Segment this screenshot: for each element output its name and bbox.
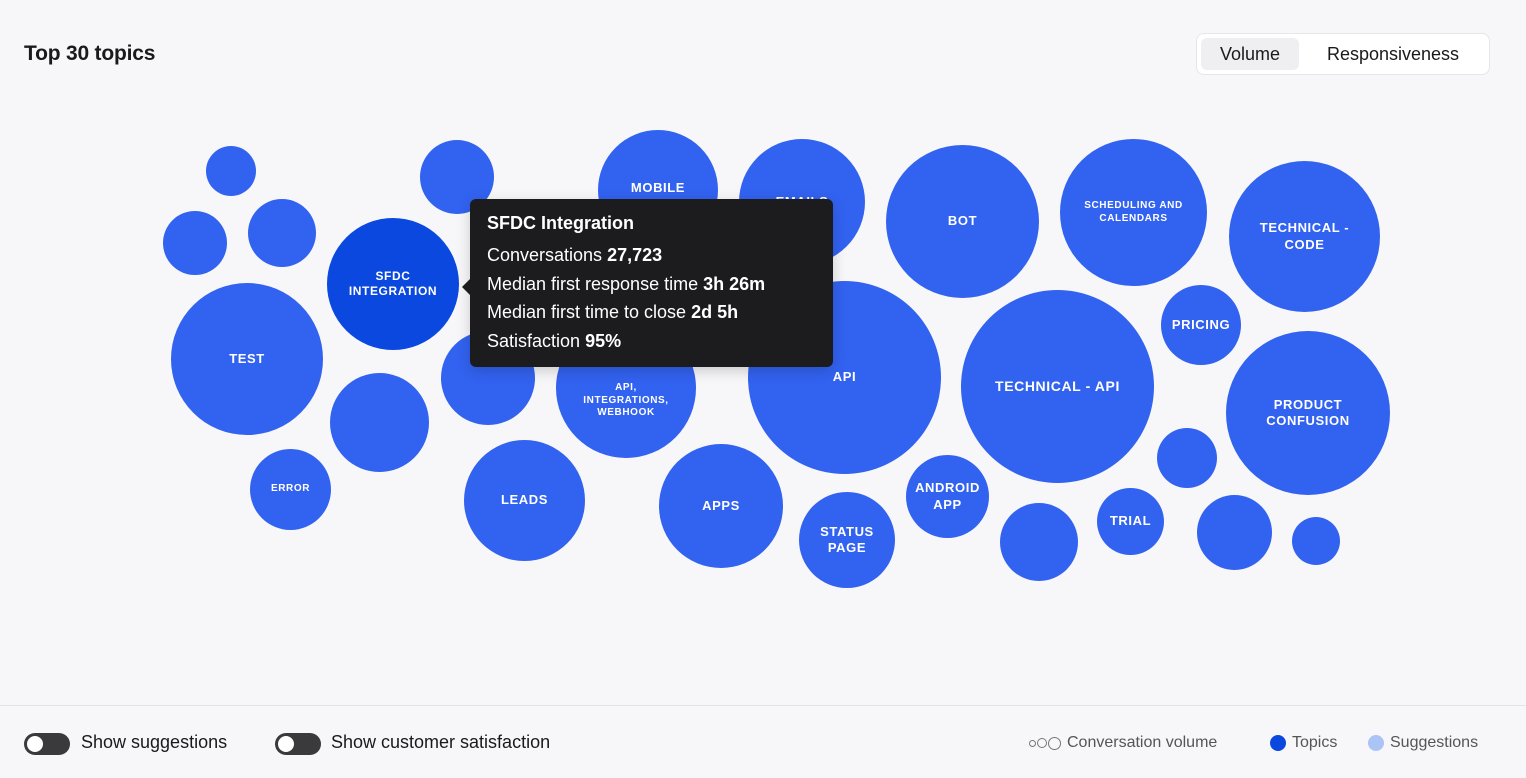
tooltip-conversations: Conversations 27,723 (487, 241, 816, 270)
tooltip-satisfaction-value: 95% (585, 330, 622, 351)
legend-suggestions-label: Suggestions (1390, 734, 1479, 751)
toggle-knob (27, 736, 43, 752)
bubble-unlabeled-1[interactable] (206, 146, 256, 196)
topics-dot-icon (1270, 735, 1286, 751)
topic-tooltip: SFDC Integration Conversations 27,723 Me… (462, 199, 833, 367)
tooltip-first-response-label: Median first response time (487, 273, 699, 294)
legend-volume: Conversation volume (1029, 734, 1217, 752)
bubble-bot[interactable]: Bot (886, 145, 1039, 298)
bubble-unlabeled-5[interactable] (330, 373, 429, 472)
toggle-knob (278, 736, 294, 752)
bubble-scheduling-calendars[interactable]: Scheduling and Calendars (1060, 139, 1207, 286)
topic-bubble-chart: SFDC Integration Test Error Leads Mobile… (163, 130, 1390, 588)
bubble-test[interactable]: Test (171, 283, 323, 435)
bubble-unlabeled-2[interactable] (163, 211, 227, 275)
view-toggle: Volume Responsiveness (1196, 33, 1490, 75)
show-suggestions-label: Show suggestions (81, 732, 228, 752)
tooltip-first-response: Median first response time 3h 26m (487, 270, 816, 299)
tooltip-conversations-label: Conversations (487, 245, 603, 265)
tooltip-first-response-value: 3h 26m (703, 273, 766, 294)
footer-divider (0, 705, 1526, 706)
tab-volume[interactable]: Volume (1201, 38, 1299, 70)
bubble-unlabeled-7[interactable] (1000, 503, 1078, 581)
tooltip-satisfaction-label: Satisfaction (487, 330, 581, 351)
bubble-unlabeled-3[interactable] (248, 199, 316, 267)
bubble-unlabeled-8[interactable] (1157, 428, 1217, 488)
bubble-product-confusion[interactable]: Product Confusion (1226, 331, 1390, 495)
bubble-trial[interactable]: Trial (1097, 488, 1164, 555)
tooltip-time-to-close-label: Median first time to close (487, 302, 687, 322)
suggestions-dot-icon (1368, 735, 1384, 751)
show-satisfaction-label: Show customer satisfaction (331, 732, 551, 752)
tooltip-title: SFDC Integration (487, 213, 634, 233)
legend-topics-label: Topics (1292, 734, 1338, 751)
bubble-status-page[interactable]: Status Page (799, 492, 895, 588)
bubble-unlabeled-10[interactable] (1292, 517, 1340, 565)
bubble-android-app[interactable]: Android App (906, 455, 989, 538)
bubble-pricing[interactable]: Pricing (1161, 285, 1241, 365)
bubble-technical-api[interactable]: Technical - API (961, 290, 1154, 483)
bubble-unlabeled-9[interactable] (1197, 495, 1272, 570)
tooltip-satisfaction: Satisfaction 95% (487, 327, 816, 356)
bubble-apps[interactable]: Apps (659, 444, 783, 568)
tooltip-conversations-value: 27,723 (607, 245, 663, 265)
bubble-technical-code[interactable]: Technical - Code (1229, 161, 1380, 312)
bubble-sfdc-integration[interactable]: SFDC Integration (327, 218, 459, 350)
legend-topics: Topics (1270, 734, 1337, 752)
bubble-leads[interactable]: Leads (464, 440, 585, 561)
tooltip-time-to-close: Median first time to close 2d 5h (487, 298, 816, 327)
show-satisfaction-toggle[interactable] (275, 733, 321, 755)
volume-circles-icon (1029, 736, 1062, 750)
tab-responsiveness[interactable]: Responsiveness (1326, 43, 1460, 64)
page-title: Top 30 topics (24, 42, 156, 65)
show-suggestions-toggle[interactable] (24, 733, 70, 755)
legend-volume-label: Conversation volume (1067, 734, 1218, 751)
legend-suggestions: Suggestions (1368, 734, 1478, 752)
tooltip-time-to-close-value: 2d 5h (691, 302, 739, 322)
bubble-error[interactable]: Error (250, 449, 331, 530)
